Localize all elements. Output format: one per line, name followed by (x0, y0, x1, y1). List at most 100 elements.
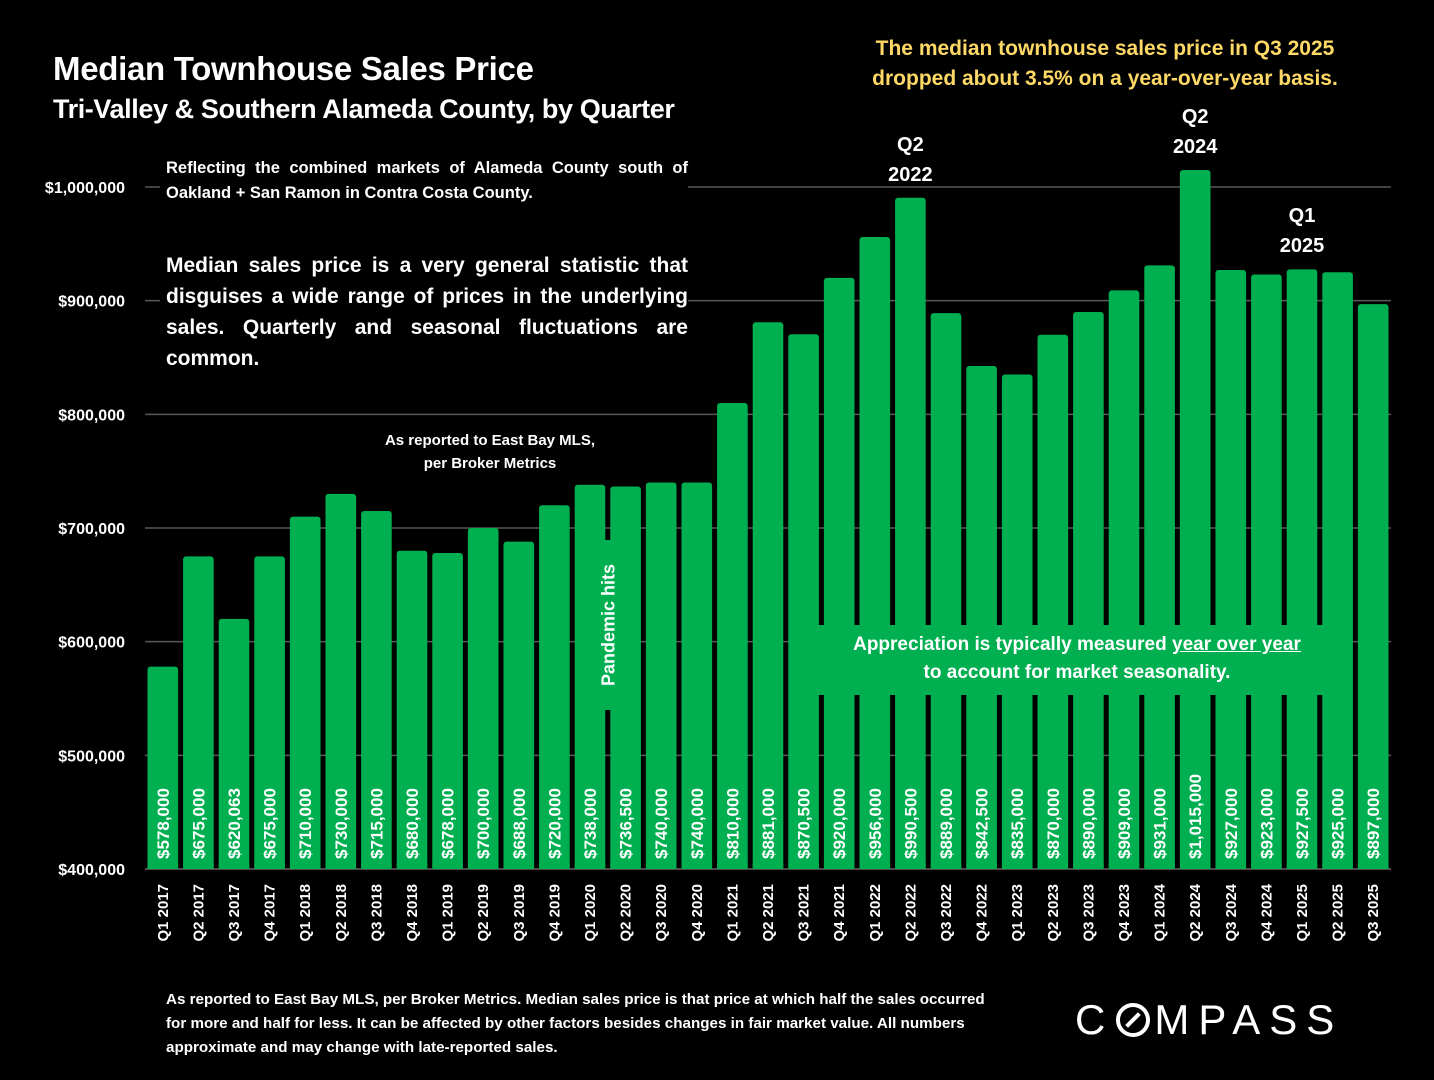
y-tick-label: $400,000 (58, 862, 125, 879)
x-tick-label: Q1 2017 (155, 884, 172, 942)
data-label: $842,500 (973, 788, 992, 859)
x-tick-label: Q4 2024 (1258, 883, 1275, 941)
source-line-2: per Broker Metrics (423, 455, 557, 472)
bar-base (859, 863, 891, 869)
x-tick-label: Q1 2023 (1009, 884, 1026, 942)
bar (503, 541, 535, 869)
data-label: $620,063 (225, 788, 244, 859)
bar-base (218, 863, 250, 869)
x-tick-label: Q1 2022 (867, 884, 884, 942)
bar (1322, 272, 1353, 869)
bar-base (1286, 863, 1318, 869)
bar-base (289, 863, 321, 869)
data-label: $810,000 (723, 788, 742, 859)
data-label: $927,000 (1222, 788, 1241, 859)
bar-base (1073, 863, 1104, 869)
x-tick-label: Q1 2024 (1152, 883, 1169, 941)
x-tick-label: Q2 2021 (760, 884, 777, 942)
bar (1108, 290, 1140, 870)
compass-o-icon (1116, 1003, 1151, 1037)
data-label: $990,500 (901, 788, 920, 859)
peak-label: Q2 2022 (870, 130, 950, 190)
bar-base (254, 863, 285, 869)
source-line-1: As reported to East Bay MLS, (384, 432, 596, 449)
bar (859, 237, 891, 870)
x-tick-label: Q2 2019 (475, 884, 492, 942)
data-label: $927,500 (1293, 788, 1312, 859)
bar (254, 556, 285, 869)
data-label: $909,000 (1115, 788, 1134, 859)
x-tick-label: Q1 2020 (582, 884, 599, 942)
data-label: $730,000 (332, 788, 351, 859)
bar (1215, 269, 1247, 869)
x-tick-label: Q3 2017 (226, 884, 243, 942)
data-label: $710,000 (296, 788, 315, 859)
data-label: $740,000 (652, 788, 671, 859)
x-tick-label: Q2 2020 (618, 884, 635, 942)
x-tick-label: Q1 2021 (724, 884, 741, 942)
bar (895, 197, 926, 869)
y-axis-ticks: $400,000 $500,000 $600,000 $700,000 $800,000… (45, 180, 125, 879)
bar (681, 482, 713, 869)
bar-base (610, 863, 641, 869)
x-tick-label: Q2 2022 (902, 884, 919, 942)
data-labels: $578,000 $675,000 $620,063 $675,000 $710,000… (154, 774, 1383, 859)
data-label: $881,000 (759, 788, 778, 859)
x-tick-label: Q2 2018 (333, 884, 350, 942)
data-label: $925,000 (1329, 788, 1348, 859)
bars (147, 169, 1389, 870)
bar-base (1357, 863, 1389, 869)
bar-base (788, 863, 819, 869)
y-tick-label: $700,000 (58, 521, 125, 538)
x-tick-label: Q3 2018 (368, 884, 385, 942)
bar-base (396, 863, 428, 869)
x-tick-label: Q3 2025 (1365, 884, 1382, 942)
peak-label-quarter: Q1 (1288, 205, 1316, 228)
bar (1037, 334, 1069, 869)
pandemic-label: Pandemic hits (598, 563, 619, 687)
chart-title: Median Townhouse Sales Price (53, 50, 534, 87)
data-label: $700,000 (474, 788, 493, 859)
headline-line-1: The median townhouse sales price in Q3 2… (875, 37, 1335, 60)
bar-base (1144, 863, 1175, 869)
bar-base (147, 863, 179, 869)
bar-base (1215, 863, 1247, 869)
bar (1001, 374, 1033, 869)
bar-base (574, 863, 606, 869)
bar-base (1037, 863, 1069, 869)
x-tick-label: Q4 2019 (546, 884, 563, 942)
peak-label-quarter: Q2 (1181, 105, 1209, 128)
bar (289, 516, 321, 869)
bar (432, 553, 463, 869)
bar (1073, 312, 1104, 869)
data-label: $923,000 (1257, 788, 1276, 859)
median-caveat-note: Median sales price is a very general sta… (160, 250, 688, 380)
bar (1179, 169, 1211, 869)
x-tick-label: Q2 2023 (1045, 884, 1062, 942)
y-tick-label: $600,000 (58, 635, 125, 652)
bar-base (325, 863, 357, 869)
x-tick-label: Q3 2021 (796, 884, 813, 942)
compass-logo: C MPASS (1075, 996, 1343, 1044)
data-label: $675,000 (189, 788, 208, 859)
x-tick-label: Q3 2024 (1223, 883, 1240, 941)
source-note: As reported to East Bay MLS, per Broker … (360, 429, 620, 475)
data-label: $715,000 (367, 788, 386, 859)
x-tick-label: Q3 2022 (938, 884, 955, 942)
y-tick-label: $900,000 (58, 294, 125, 311)
bar (325, 493, 357, 869)
footnote: As reported to East Bay MLS, per Broker … (166, 991, 985, 1056)
bar (788, 334, 819, 869)
bar (645, 482, 677, 869)
x-axis-ticks: Q1 2017 Q2 2017 Q3 2017 Q4 2017 Q1 2018 Q2 20… (155, 883, 1382, 941)
bar-base (1322, 863, 1353, 869)
chart-subtitle: Tri-Valley & Southern Alameda County, by… (53, 94, 675, 124)
logo-text-end: MPASS (1154, 996, 1344, 1043)
x-tick-label: Q2 2017 (190, 884, 207, 942)
data-label: $1,015,000 (1186, 774, 1205, 859)
bar (1357, 304, 1389, 869)
y-tick-label: $500,000 (58, 748, 125, 765)
x-tick-label: Q4 2018 (404, 884, 421, 942)
bar (1286, 269, 1318, 869)
